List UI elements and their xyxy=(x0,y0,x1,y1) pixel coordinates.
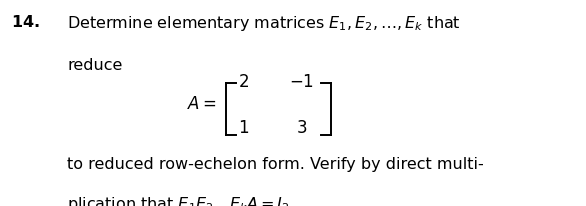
Text: $-1$: $-1$ xyxy=(289,73,314,91)
Text: $A = $: $A = $ xyxy=(187,95,217,113)
Text: $\mathbf{14.}$: $\mathbf{14.}$ xyxy=(11,14,39,30)
Text: Determine elementary matrices $E_1, E_2, \ldots, E_k$ that: Determine elementary matrices $E_1, E_2,… xyxy=(67,14,461,33)
Text: plication that $E_1 E_2 \ldots E_k A = I_2$.: plication that $E_1 E_2 \ldots E_k A = I… xyxy=(67,195,295,206)
Text: reduce: reduce xyxy=(67,58,122,73)
Text: $2$: $2$ xyxy=(238,73,248,91)
Text: to reduced row-echelon form. Verify by direct multi-: to reduced row-echelon form. Verify by d… xyxy=(67,157,484,172)
Text: $3$: $3$ xyxy=(296,119,308,137)
Text: $1$: $1$ xyxy=(238,119,248,137)
